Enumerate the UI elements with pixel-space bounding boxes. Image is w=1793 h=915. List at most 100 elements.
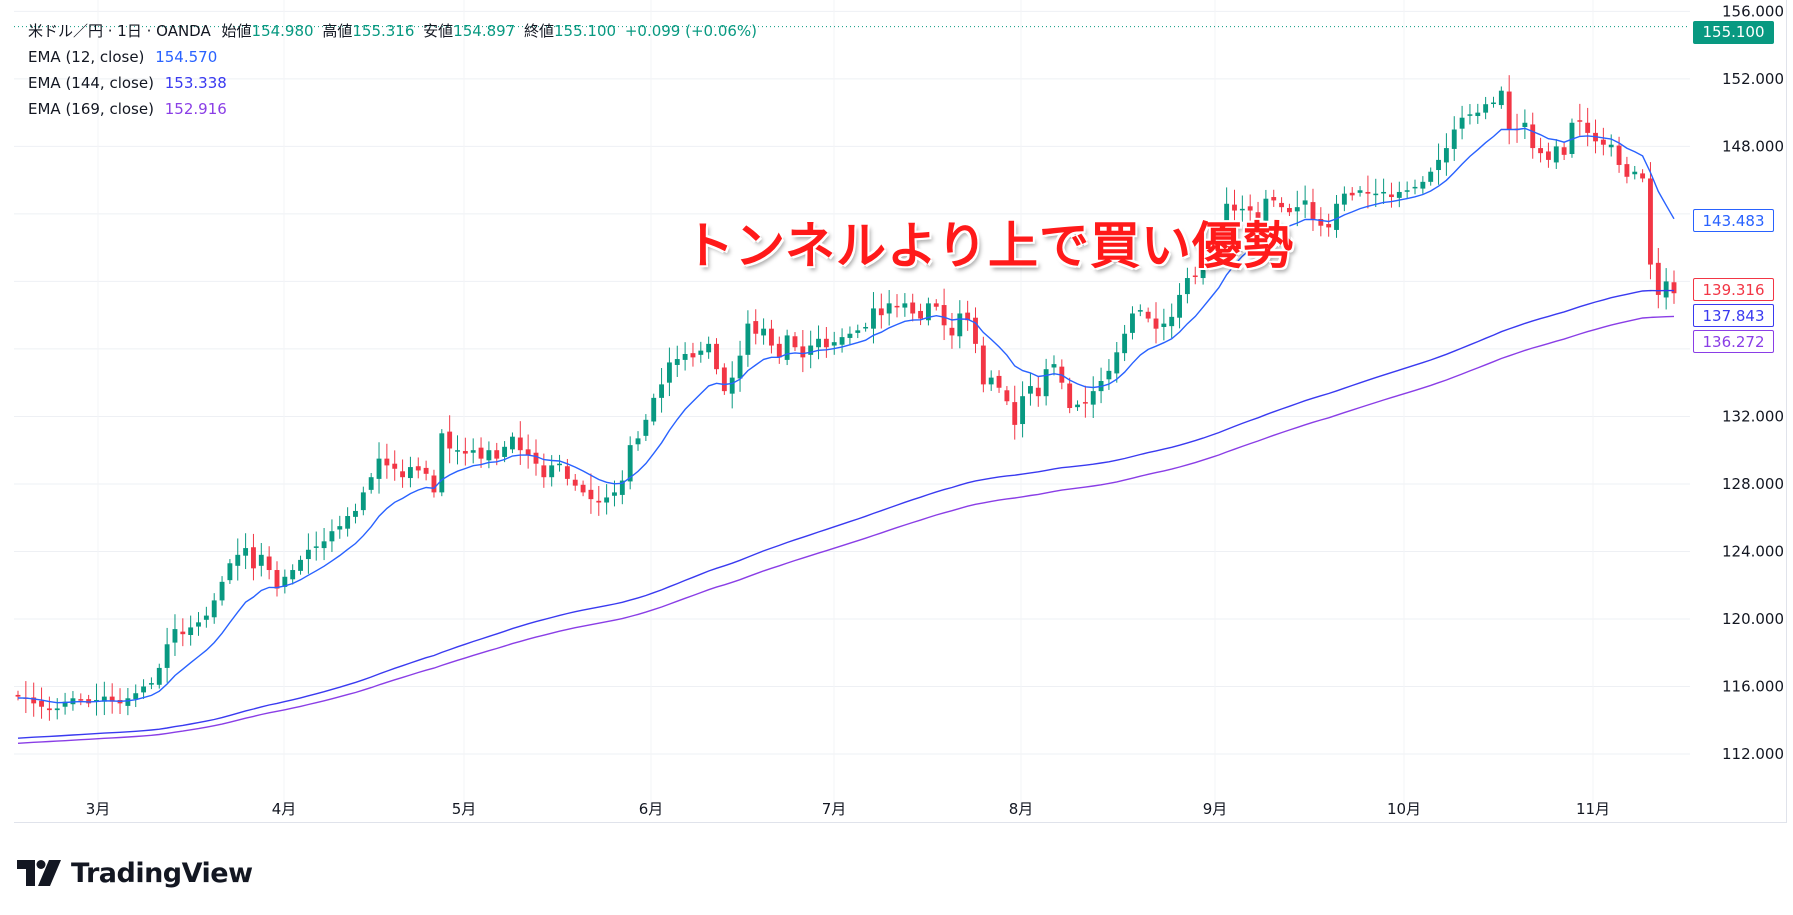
candle-body (1569, 122, 1575, 154)
candle-body (1145, 311, 1151, 319)
candle-body (1498, 90, 1504, 106)
candle-body (211, 600, 217, 618)
candle-body (933, 303, 939, 307)
candle-body (1459, 117, 1465, 129)
x-tick-label: 7月 (822, 800, 847, 818)
y-tick-label: 152.000 (1722, 70, 1784, 88)
candle-body (1192, 275, 1198, 278)
candle-body (384, 458, 390, 466)
candle-body (871, 308, 876, 329)
candle-body (965, 312, 971, 321)
ema144-legend[interactable]: EMA (144, close) 153.338 (28, 70, 757, 96)
candle-body (1114, 352, 1120, 374)
candle-body (321, 541, 327, 549)
candle-body (101, 696, 107, 702)
candle-body (949, 327, 955, 336)
candle-body (1389, 194, 1394, 198)
candle-body (180, 631, 186, 635)
candle-body (274, 570, 280, 589)
y-tick-label: 148.000 (1722, 137, 1784, 155)
x-tick-label: 5月 (452, 800, 477, 818)
candle-body (510, 436, 515, 450)
candle-body (721, 367, 727, 392)
candle-body (1655, 262, 1661, 295)
candle-body (1561, 147, 1567, 155)
candle-body (1506, 91, 1512, 130)
candle-body (94, 699, 99, 702)
candle-body (1475, 112, 1481, 117)
candle-body (400, 471, 406, 478)
tradingview-logo[interactable]: TradingView (17, 856, 253, 890)
brand-name: TradingView (71, 857, 253, 889)
candle-body (1200, 256, 1206, 279)
candle-body (1381, 191, 1387, 194)
candle-body (360, 492, 366, 511)
candle-body (1663, 281, 1669, 298)
candle-body (823, 338, 829, 348)
candle-body (839, 337, 845, 345)
candle-body (1451, 129, 1457, 149)
tradingview-logo-icon (17, 860, 61, 886)
candle-body (219, 581, 225, 601)
candle-body (78, 699, 84, 701)
candle-body (109, 696, 115, 702)
candle-body (1239, 208, 1245, 211)
candle-body (345, 516, 351, 529)
y-tick-label: 120.000 (1722, 610, 1784, 628)
candle-body (800, 346, 806, 358)
chart-area[interactable]: 112.000 116.000 120.000 124.000 128.000 132.0… (14, 0, 1787, 823)
candle-body (525, 449, 531, 456)
candle-body (674, 359, 680, 365)
candle-body (447, 431, 453, 449)
candle-body (619, 480, 625, 495)
ema169-legend[interactable]: EMA (169, close) 152.916 (28, 96, 757, 122)
candle-body (902, 303, 908, 308)
candle-body (1137, 310, 1143, 312)
x-tick-label: 4月 (272, 800, 297, 818)
symbol-title[interactable]: 米ドル／円 · 1日 · OANDA (28, 22, 211, 40)
candle-body (816, 338, 821, 348)
candle-body (298, 559, 303, 571)
candle-body (808, 345, 814, 355)
candle-body (1255, 212, 1261, 223)
candle-body (1075, 404, 1080, 408)
low-value: 154.897 (453, 22, 516, 40)
y-tick-label: 156.000 (1722, 2, 1784, 20)
candle-body (988, 377, 994, 385)
candle-body (1279, 202, 1285, 208)
candle-body (792, 336, 798, 348)
candle-body (1585, 122, 1591, 133)
candle-body (847, 333, 853, 338)
candle-body (1122, 333, 1128, 354)
chart-legend: 米ドル／円 · 1日 · OANDA 始値154.980 高値155.316 安… (28, 18, 757, 122)
candle-body (1428, 171, 1434, 182)
ema169-price-tag: 136.272 (1693, 330, 1774, 353)
candle-body (1365, 191, 1371, 194)
candle-body (714, 343, 719, 370)
close-value: 155.100 (554, 22, 617, 40)
candle-body (1357, 190, 1363, 193)
candle-body (353, 510, 358, 517)
candle-body (15, 694, 21, 697)
candle-body (580, 484, 586, 493)
candle-body (1208, 244, 1214, 257)
candle-body (39, 700, 44, 707)
y-tick-label: 112.000 (1722, 745, 1784, 763)
ema12-legend[interactable]: EMA (12, close) 154.570 (28, 44, 757, 70)
candle-body (156, 667, 162, 685)
candle-body (368, 477, 374, 490)
candle-body (533, 452, 539, 464)
candle-body (290, 570, 296, 580)
candle-body (1177, 294, 1182, 318)
candle-body (918, 310, 923, 319)
candle-body (1106, 370, 1112, 380)
candle-body (258, 554, 264, 566)
candle-body (1184, 278, 1190, 295)
candle-body (470, 450, 476, 453)
candle-body (423, 467, 429, 474)
candle-body (517, 437, 523, 451)
candle-body (1130, 313, 1135, 333)
candle-body (1412, 186, 1418, 189)
chart-plot[interactable]: 112.000 116.000 120.000 124.000 128.000 132.0… (14, 0, 1787, 823)
candle-body (235, 554, 241, 566)
